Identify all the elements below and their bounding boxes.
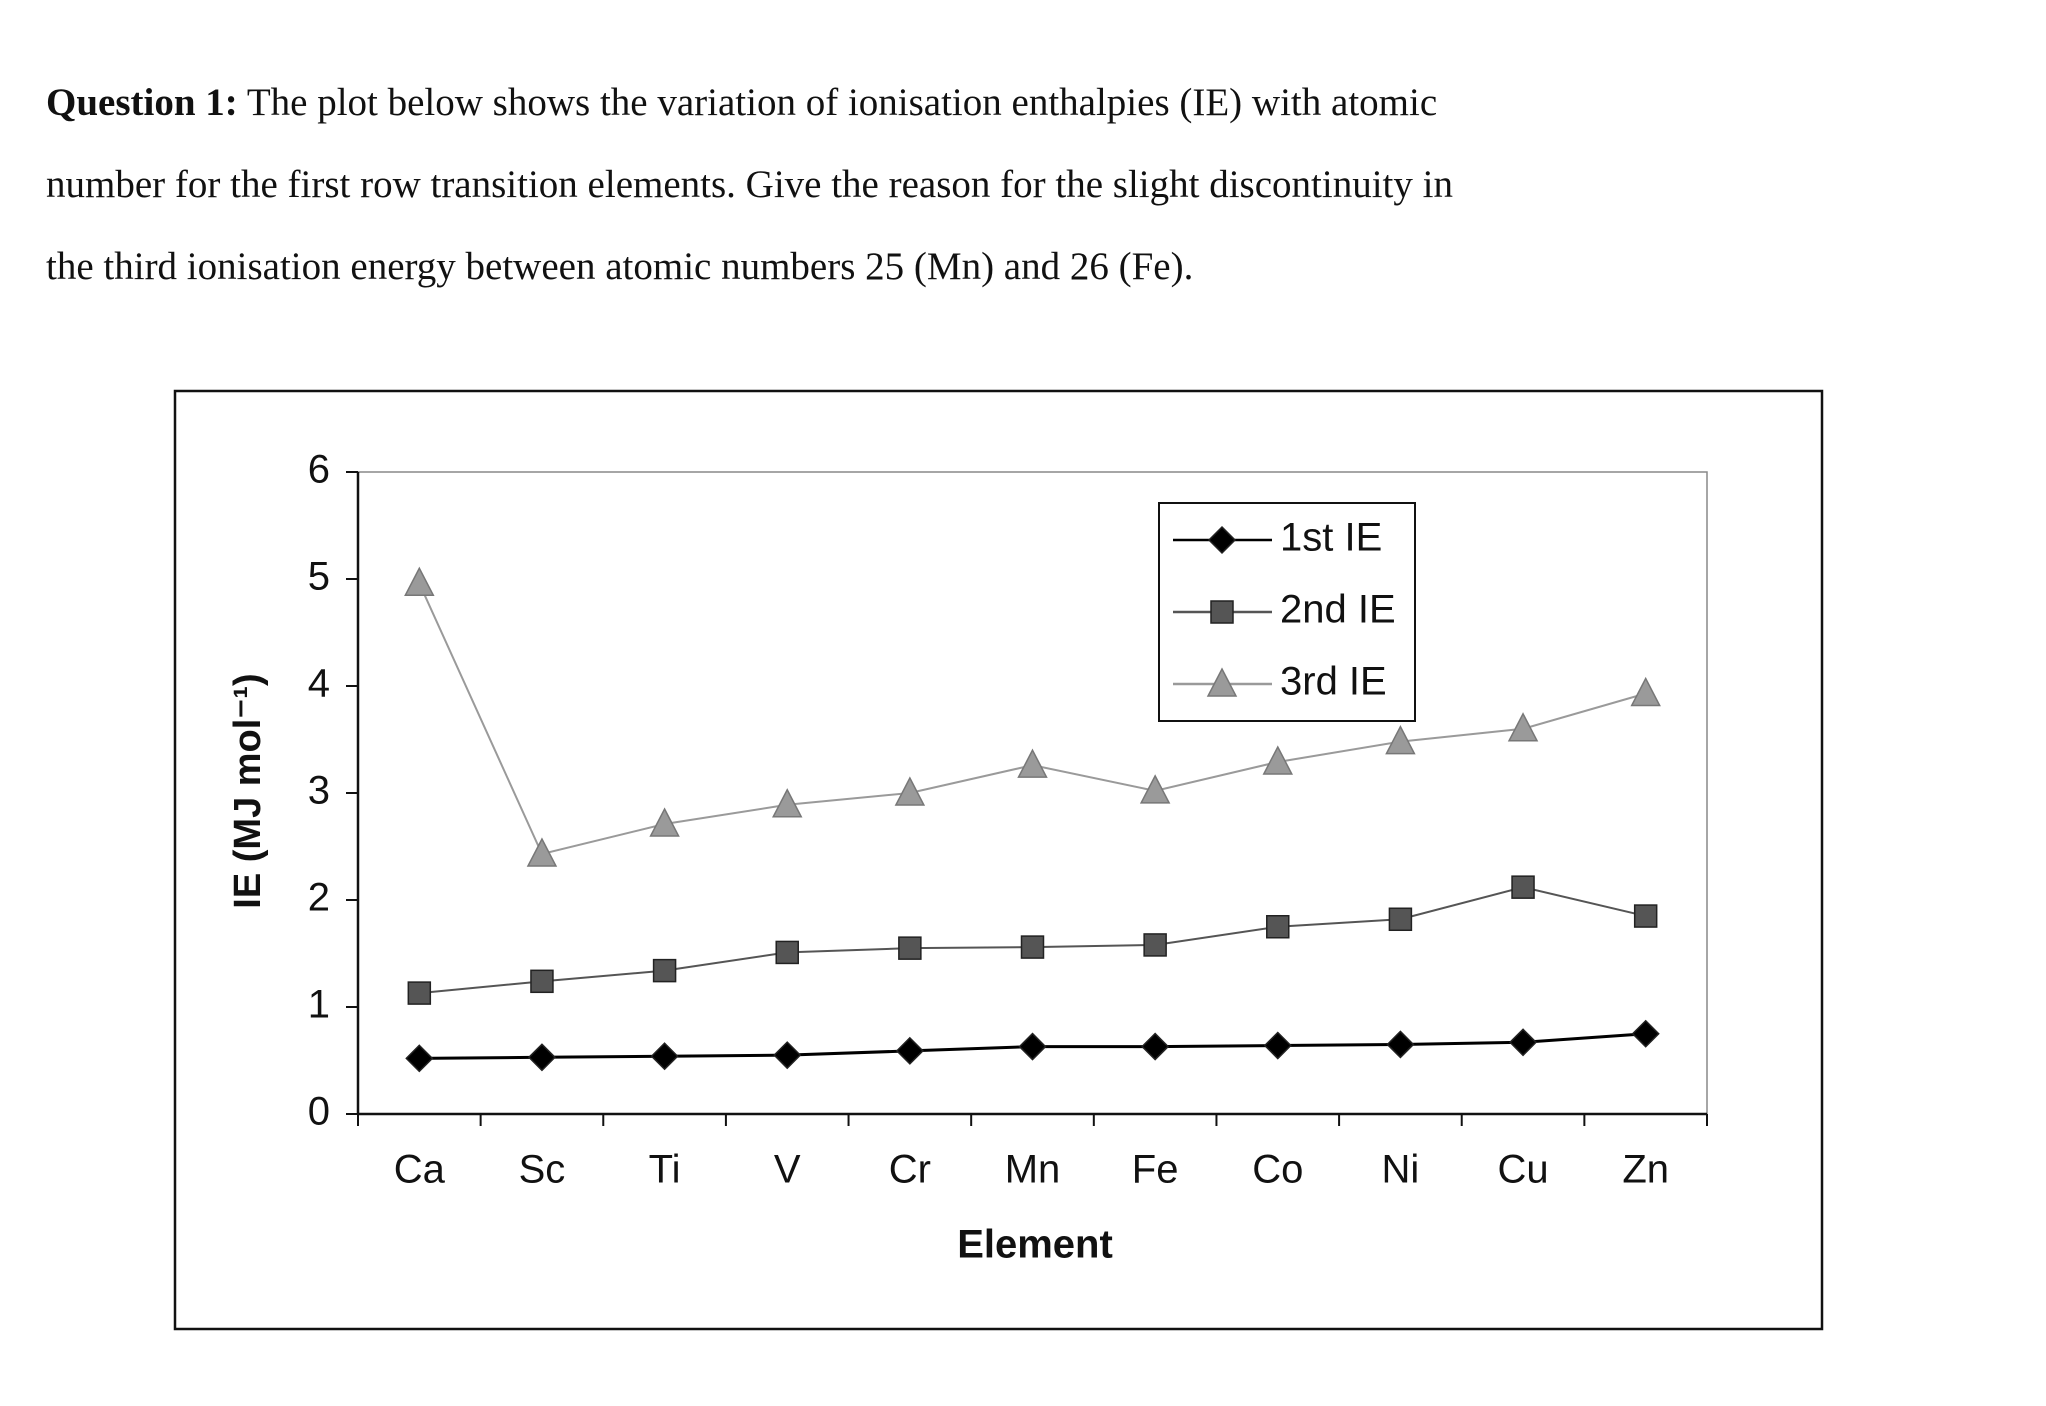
data-point [1385, 725, 1416, 755]
y-tick-label: 2 [308, 876, 330, 920]
x-tick-label: Ca [394, 1148, 446, 1192]
data-point [404, 566, 435, 597]
data-point [895, 1036, 924, 1065]
question-text: The plot below shows the variation of io… [246, 81, 1438, 124]
legend-label: 1st IE [1280, 516, 1382, 560]
data-point [1020, 935, 1045, 959]
x-tick-label: Ti [649, 1148, 681, 1192]
data-point [650, 1042, 679, 1071]
x-tick-label: Co [1252, 1148, 1303, 1192]
y-axis-title: IE (MJ mol⁻¹) [227, 673, 269, 908]
data-point [1263, 1031, 1292, 1060]
data-point [649, 807, 680, 837]
data-point [530, 969, 554, 994]
data-point [771, 788, 803, 818]
x-tick-label: Cr [889, 1148, 931, 1192]
legend-label: 3rd IE [1280, 660, 1387, 704]
x-tick-label: Sc [519, 1148, 566, 1192]
y-tick-label: 5 [308, 555, 330, 599]
question-label: Question 1: [46, 81, 238, 124]
data-point [1631, 1019, 1660, 1048]
data-point [1386, 1030, 1415, 1059]
data-point [898, 936, 922, 960]
data-point [1143, 933, 1167, 957]
data-point [1630, 676, 1661, 707]
y-tick-label: 1 [308, 983, 330, 1027]
data-point [1388, 907, 1413, 932]
legend-label: 2nd IE [1280, 588, 1396, 632]
x-tick-label: Mn [1005, 1148, 1061, 1192]
data-point [1139, 774, 1171, 804]
legend-marker [1206, 667, 1238, 697]
x-axis-title: Element [957, 1223, 1113, 1267]
legend-marker [1210, 600, 1234, 624]
data-point [405, 1044, 434, 1073]
data-point [894, 776, 926, 806]
data-point [1018, 1032, 1047, 1061]
y-tick-label: 0 [308, 1090, 330, 1134]
series-line [418, 582, 1646, 856]
x-tick-label: Ni [1382, 1148, 1420, 1192]
x-tick-label: Cu [1497, 1148, 1548, 1192]
y-tick-label: 6 [308, 448, 330, 492]
data-point [1508, 1028, 1538, 1057]
plot-frame [357, 471, 1708, 1115]
y-tick-label: 3 [308, 769, 330, 813]
data-point [1633, 904, 1658, 928]
data-point [773, 1041, 802, 1070]
data-point [1266, 915, 1290, 939]
question-line: number for the first row transition elem… [46, 163, 1453, 206]
x-tick-label: Zn [1622, 1148, 1669, 1192]
chart-frame [173, 389, 1824, 1331]
data-point [407, 981, 432, 1005]
question-line: Question 1: The plot below shows the var… [46, 62, 1453, 144]
question-line: the third ionisation energy between atom… [46, 245, 1194, 288]
legend-marker [1207, 525, 1237, 555]
y-tick-label: 4 [308, 662, 330, 706]
data-point [526, 837, 558, 867]
data-point [1262, 745, 1294, 775]
data-point [1507, 712, 1539, 742]
x-tick-label: Fe [1132, 1148, 1179, 1192]
data-point [775, 940, 799, 965]
data-point [527, 1043, 557, 1072]
data-point [652, 958, 677, 983]
data-point [1017, 748, 1048, 778]
data-point [1141, 1032, 1170, 1061]
data-point [1511, 875, 1535, 899]
question: Question 1: The plot below shows the var… [46, 62, 1453, 308]
x-tick-label: V [774, 1148, 801, 1192]
